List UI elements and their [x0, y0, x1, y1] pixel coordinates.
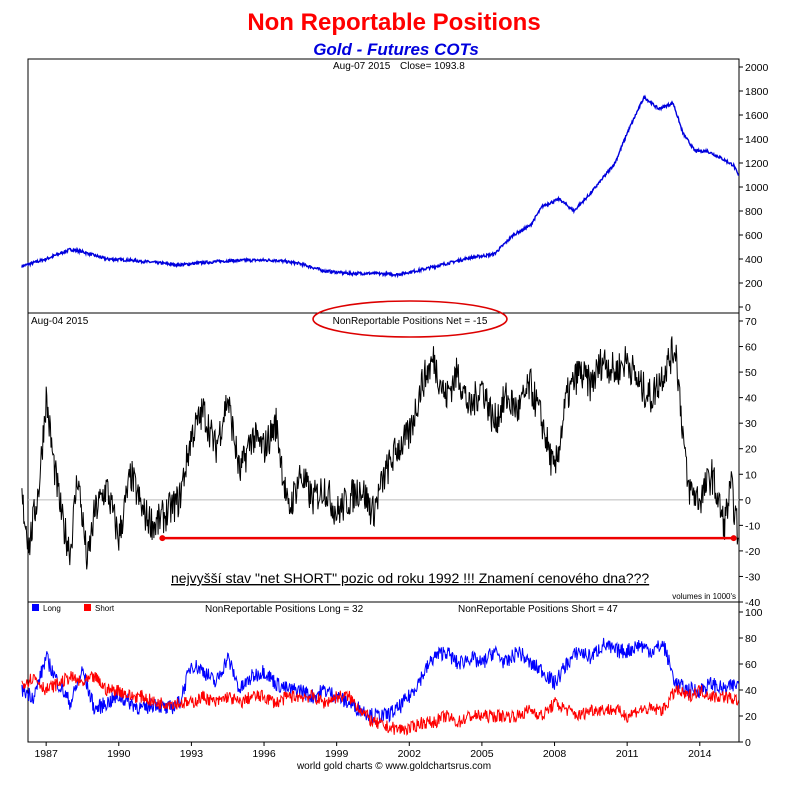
- reference-line-end-dot: [730, 535, 737, 542]
- short-header-label: NonReportable Positions Short = 47: [458, 604, 618, 615]
- net-y-tick-label: 50: [745, 367, 757, 379]
- x-tick-label: 1993: [180, 748, 204, 760]
- price-header-date: Aug-07 2015: [333, 61, 391, 72]
- x-tick-label: 2005: [470, 748, 494, 760]
- price-y-tick-label: 1600: [745, 110, 769, 122]
- long-header-label: NonReportable Positions Long = 32: [205, 604, 364, 615]
- price-y-tick-label: 1000: [745, 182, 769, 194]
- long-short-y-axis: 0 20 40 60 80 100: [739, 607, 763, 749]
- legend-long-swatch: [32, 604, 39, 611]
- price-header-close: Close= 1093.8: [400, 61, 465, 72]
- volumes-unit-note: volumes in 1000's: [672, 592, 736, 601]
- legend-short-label: Short: [95, 604, 115, 613]
- price-y-tick-label: 800: [745, 206, 763, 218]
- net-y-axis: -40 -30 -20 -10 0 10 20 30 40 50 60 70: [739, 316, 760, 609]
- legend-short-swatch: [84, 604, 91, 611]
- chart-footer-credit: world gold charts © www.goldchartsrus.co…: [296, 761, 491, 772]
- net-y-tick-label: 20: [745, 444, 757, 456]
- x-tick-label: 2011: [616, 748, 639, 760]
- long-short-y-tick-label: 100: [745, 607, 763, 619]
- chart-subtitle: Gold - Futures COTs: [313, 40, 479, 59]
- price-y-tick-label: 1800: [745, 86, 769, 98]
- price-y-tick-label: 0: [745, 302, 751, 314]
- net-y-tick-label: 40: [745, 393, 757, 405]
- x-tick-label: 2002: [398, 748, 422, 760]
- net-header-label: NonReportable Positions Net = -15: [333, 316, 488, 327]
- long-short-panel-frame: [27, 601, 740, 743]
- legend-long-label: Long: [43, 604, 61, 613]
- long-short-y-tick-label: 40: [745, 685, 757, 697]
- long-short-y-tick-label: 20: [745, 711, 757, 723]
- x-axis: 1987 1990 1993 1996 1999 2002 2005 2008 2011 2014: [34, 742, 712, 760]
- price-y-tick-label: 200: [745, 278, 763, 290]
- price-y-tick-label: 400: [745, 254, 763, 266]
- net-y-tick-label: -20: [745, 546, 760, 558]
- x-tick-label: 1999: [325, 748, 349, 760]
- gold-price-series-line: [21, 94, 740, 279]
- x-tick-label: 1996: [252, 748, 276, 760]
- price-y-tick-label: 2000: [745, 62, 769, 74]
- long-short-y-tick-label: 60: [745, 659, 757, 671]
- reference-line-start-dot: [159, 535, 166, 542]
- chart-title: Non Reportable Positions: [247, 9, 540, 36]
- net-label-highlight-oval: [312, 300, 508, 338]
- net-y-tick-label: -40: [745, 597, 760, 609]
- net-y-tick-label: 60: [745, 342, 757, 354]
- x-tick-label: 2008: [543, 748, 567, 760]
- net-y-tick-label: -30: [745, 571, 760, 583]
- price-y-tick-label: 1200: [745, 158, 769, 170]
- short-positions-series-line: [21, 670, 739, 736]
- net-y-tick-label: 0: [745, 495, 751, 507]
- x-tick-label: 1990: [107, 748, 131, 760]
- x-tick-label: 2014: [688, 748, 712, 760]
- long-positions-series-line: [21, 637, 739, 724]
- price-y-tick-label: 600: [745, 230, 763, 242]
- price-y-axis: 0 200 400 600 800 1000 1200 1400 1600 1800 2000: [739, 62, 769, 314]
- net-positions-series-line: [21, 336, 739, 570]
- long-short-y-tick-label: 80: [745, 633, 757, 645]
- long-short-y-tick-label: 0: [745, 737, 751, 749]
- net-short-annotation: nejvyšší stav "net SHORT" pozic od roku …: [171, 570, 649, 586]
- net-y-tick-label: 30: [745, 418, 757, 430]
- net-y-tick-label: -10: [745, 520, 760, 532]
- x-tick-label: 1987: [34, 748, 58, 760]
- net-y-tick-label: 10: [745, 469, 757, 481]
- net-header-date: Aug-04 2015: [31, 316, 89, 327]
- price-y-tick-label: 1400: [745, 134, 769, 146]
- net-y-tick-label: 70: [745, 316, 757, 328]
